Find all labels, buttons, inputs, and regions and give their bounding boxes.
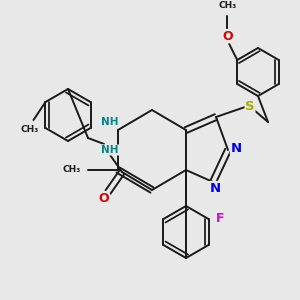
Text: NH: NH	[101, 117, 119, 127]
Text: F: F	[216, 212, 225, 226]
Text: O: O	[99, 191, 109, 205]
Text: CH₃: CH₃	[218, 2, 236, 10]
Text: N: N	[209, 182, 220, 194]
Text: NH: NH	[101, 145, 119, 155]
Text: CH₃: CH₃	[63, 166, 81, 175]
Text: S: S	[245, 100, 255, 112]
Text: N: N	[230, 142, 242, 154]
Text: O: O	[222, 29, 232, 43]
Text: CH₃: CH₃	[20, 125, 39, 134]
